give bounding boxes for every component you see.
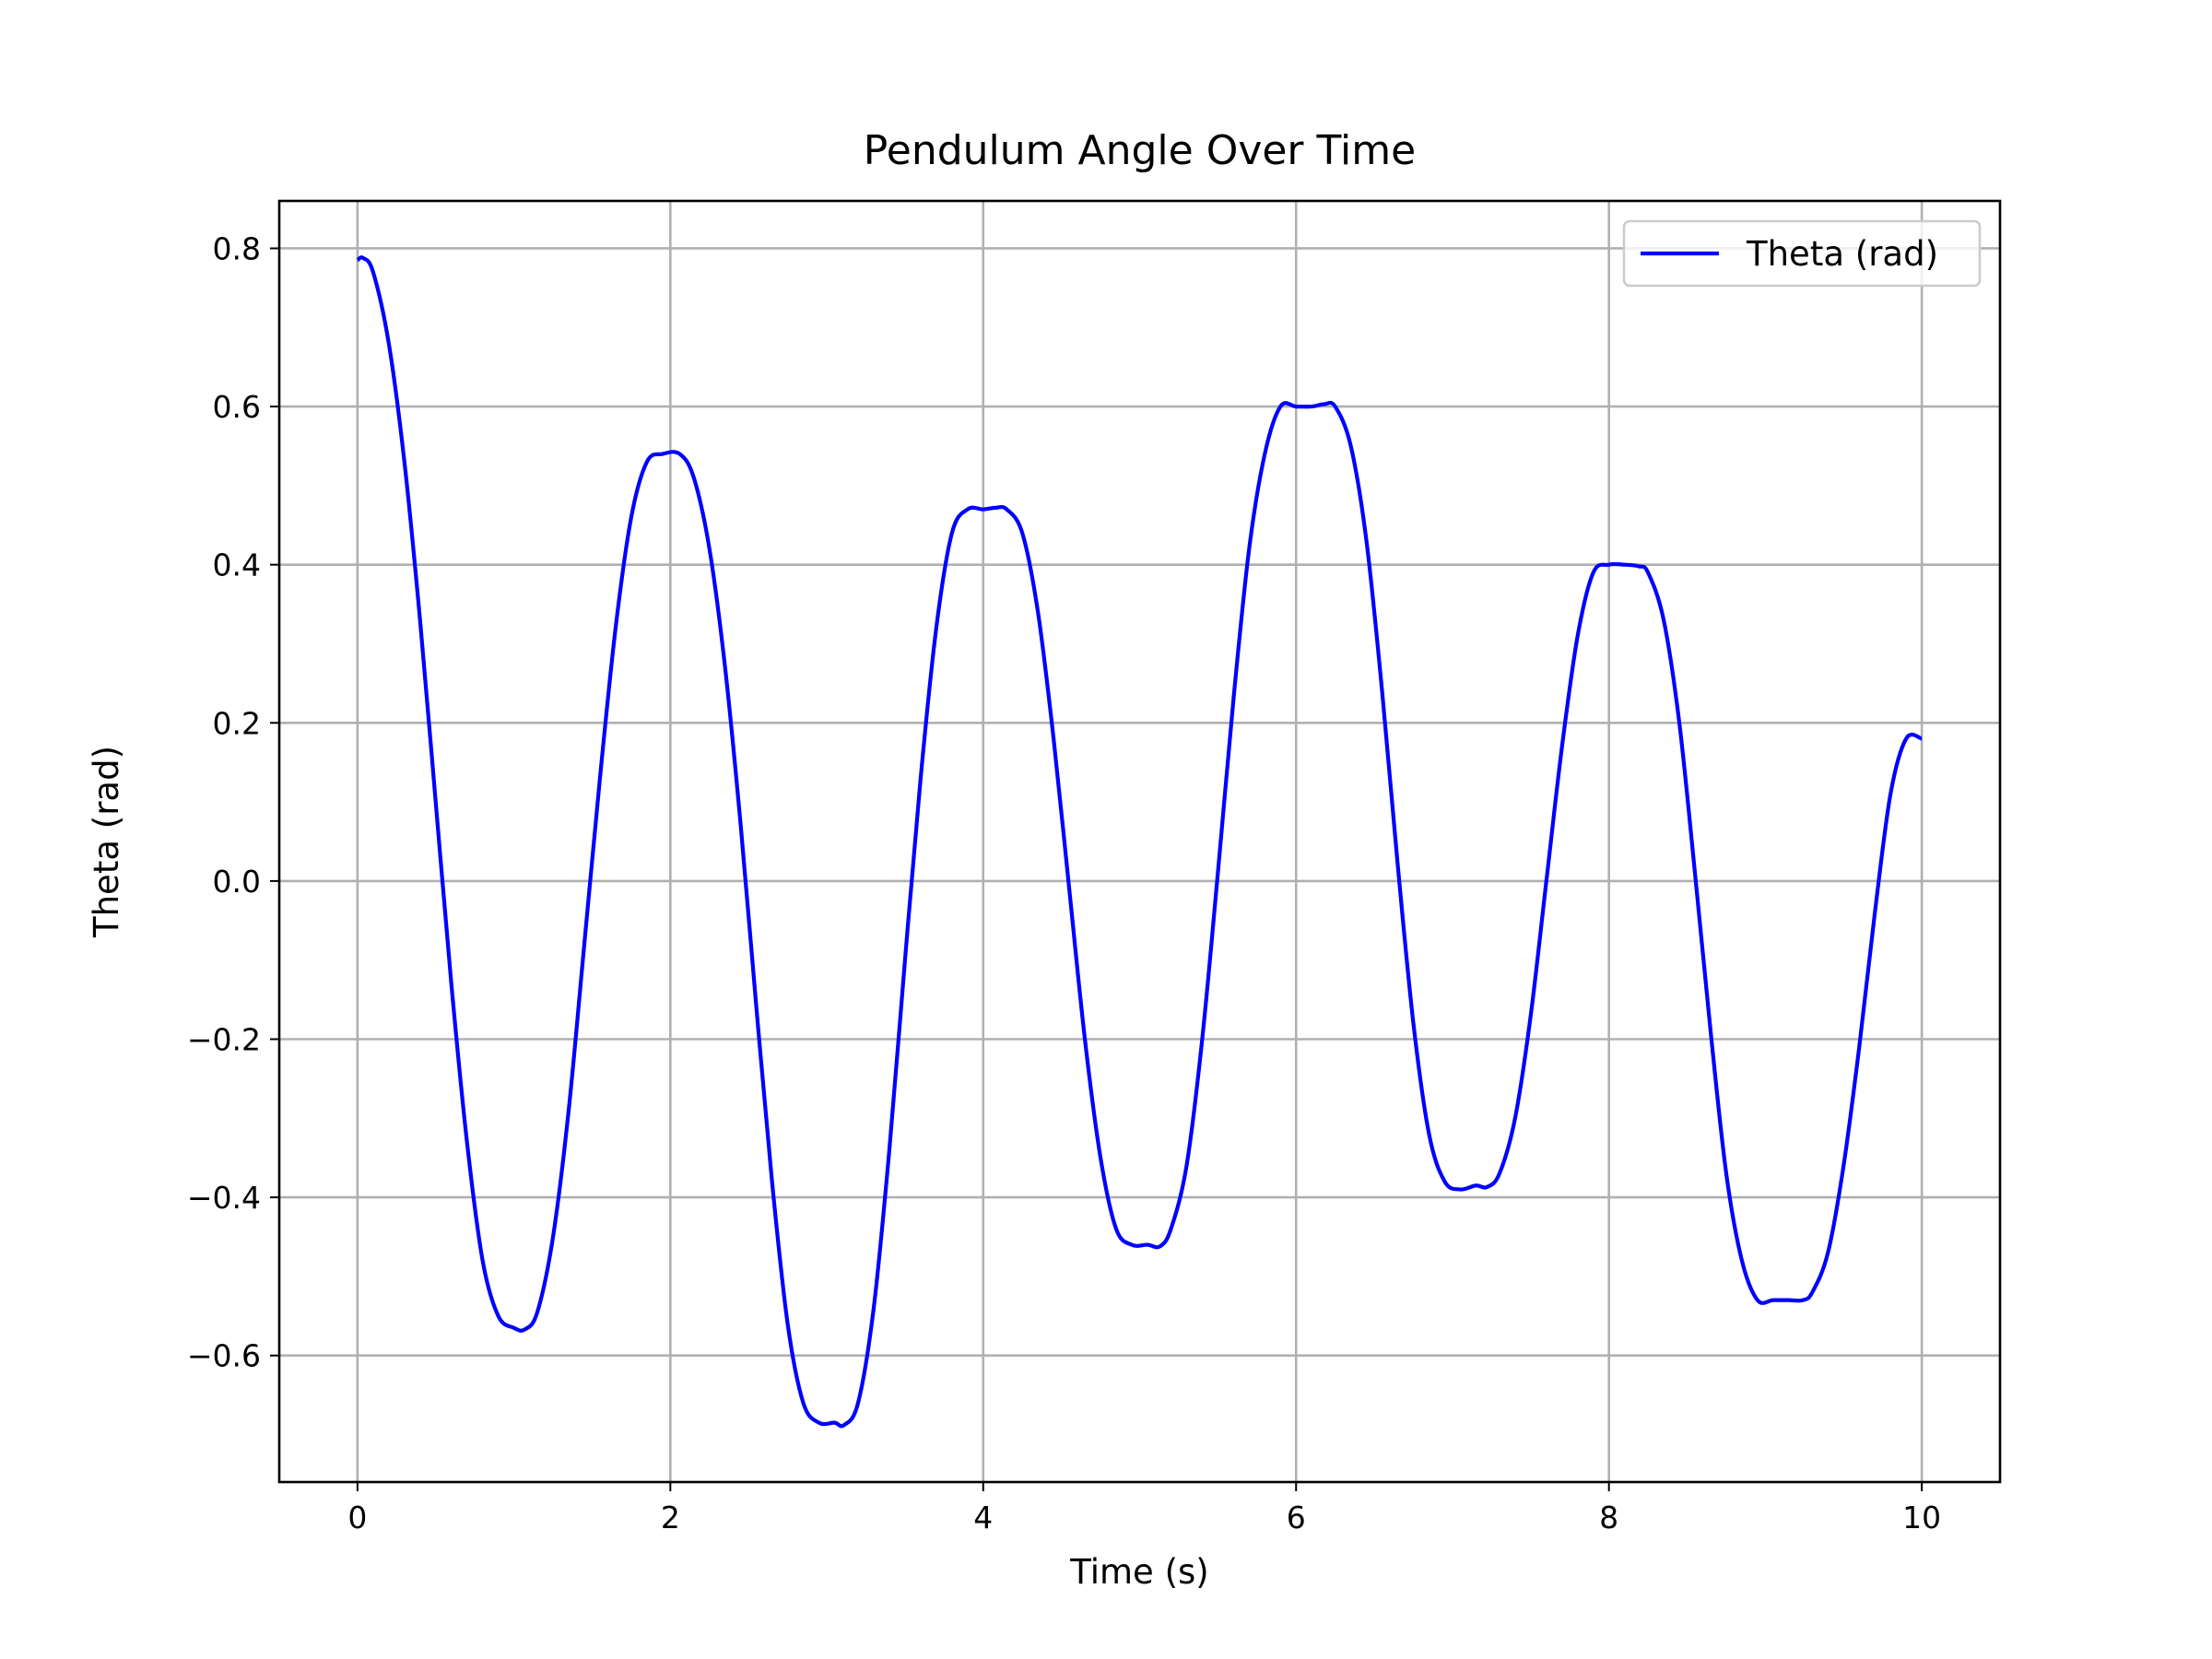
chart-title: Pendulum Angle Over Time: [864, 127, 1416, 174]
y-tick-label: 0.6: [213, 389, 261, 425]
legend-box: [1622, 219, 1982, 288]
x-tick-label: 0: [347, 1500, 367, 1535]
legend: Theta (rad): [1622, 219, 1982, 288]
y-tick-label: −0.6: [187, 1338, 261, 1374]
x-tick-label: 2: [661, 1500, 680, 1535]
y-tick-label: −0.4: [187, 1180, 261, 1216]
legend-label: Theta (rad): [1746, 234, 1938, 274]
x-tick-label: 6: [1287, 1500, 1306, 1535]
grid: [279, 201, 2000, 1482]
x-tick-label: 8: [1599, 1500, 1618, 1535]
x-tick-label: 4: [973, 1500, 993, 1535]
y-tick-label: 0.2: [213, 705, 261, 741]
plot-frame: [277, 199, 2002, 1484]
ticks: 0 2 4 6 8 10 −0.6 −0.4 −0.2 0.0 0.2 0.4 0.6 0.8: [187, 230, 1941, 1535]
y-tick-label: 0.0: [213, 864, 261, 900]
series-layer: [356, 255, 1923, 1429]
y-axis-title: Theta (rad): [87, 746, 126, 938]
x-axis-title: Time (s): [1069, 1552, 1208, 1592]
y-tick-label: 0.4: [213, 547, 261, 583]
series-line-theta: [356, 255, 1923, 1429]
y-tick-label: 0.8: [213, 230, 261, 266]
y-tick-label: −0.2: [187, 1022, 261, 1058]
x-tick-label: 10: [1902, 1500, 1941, 1535]
